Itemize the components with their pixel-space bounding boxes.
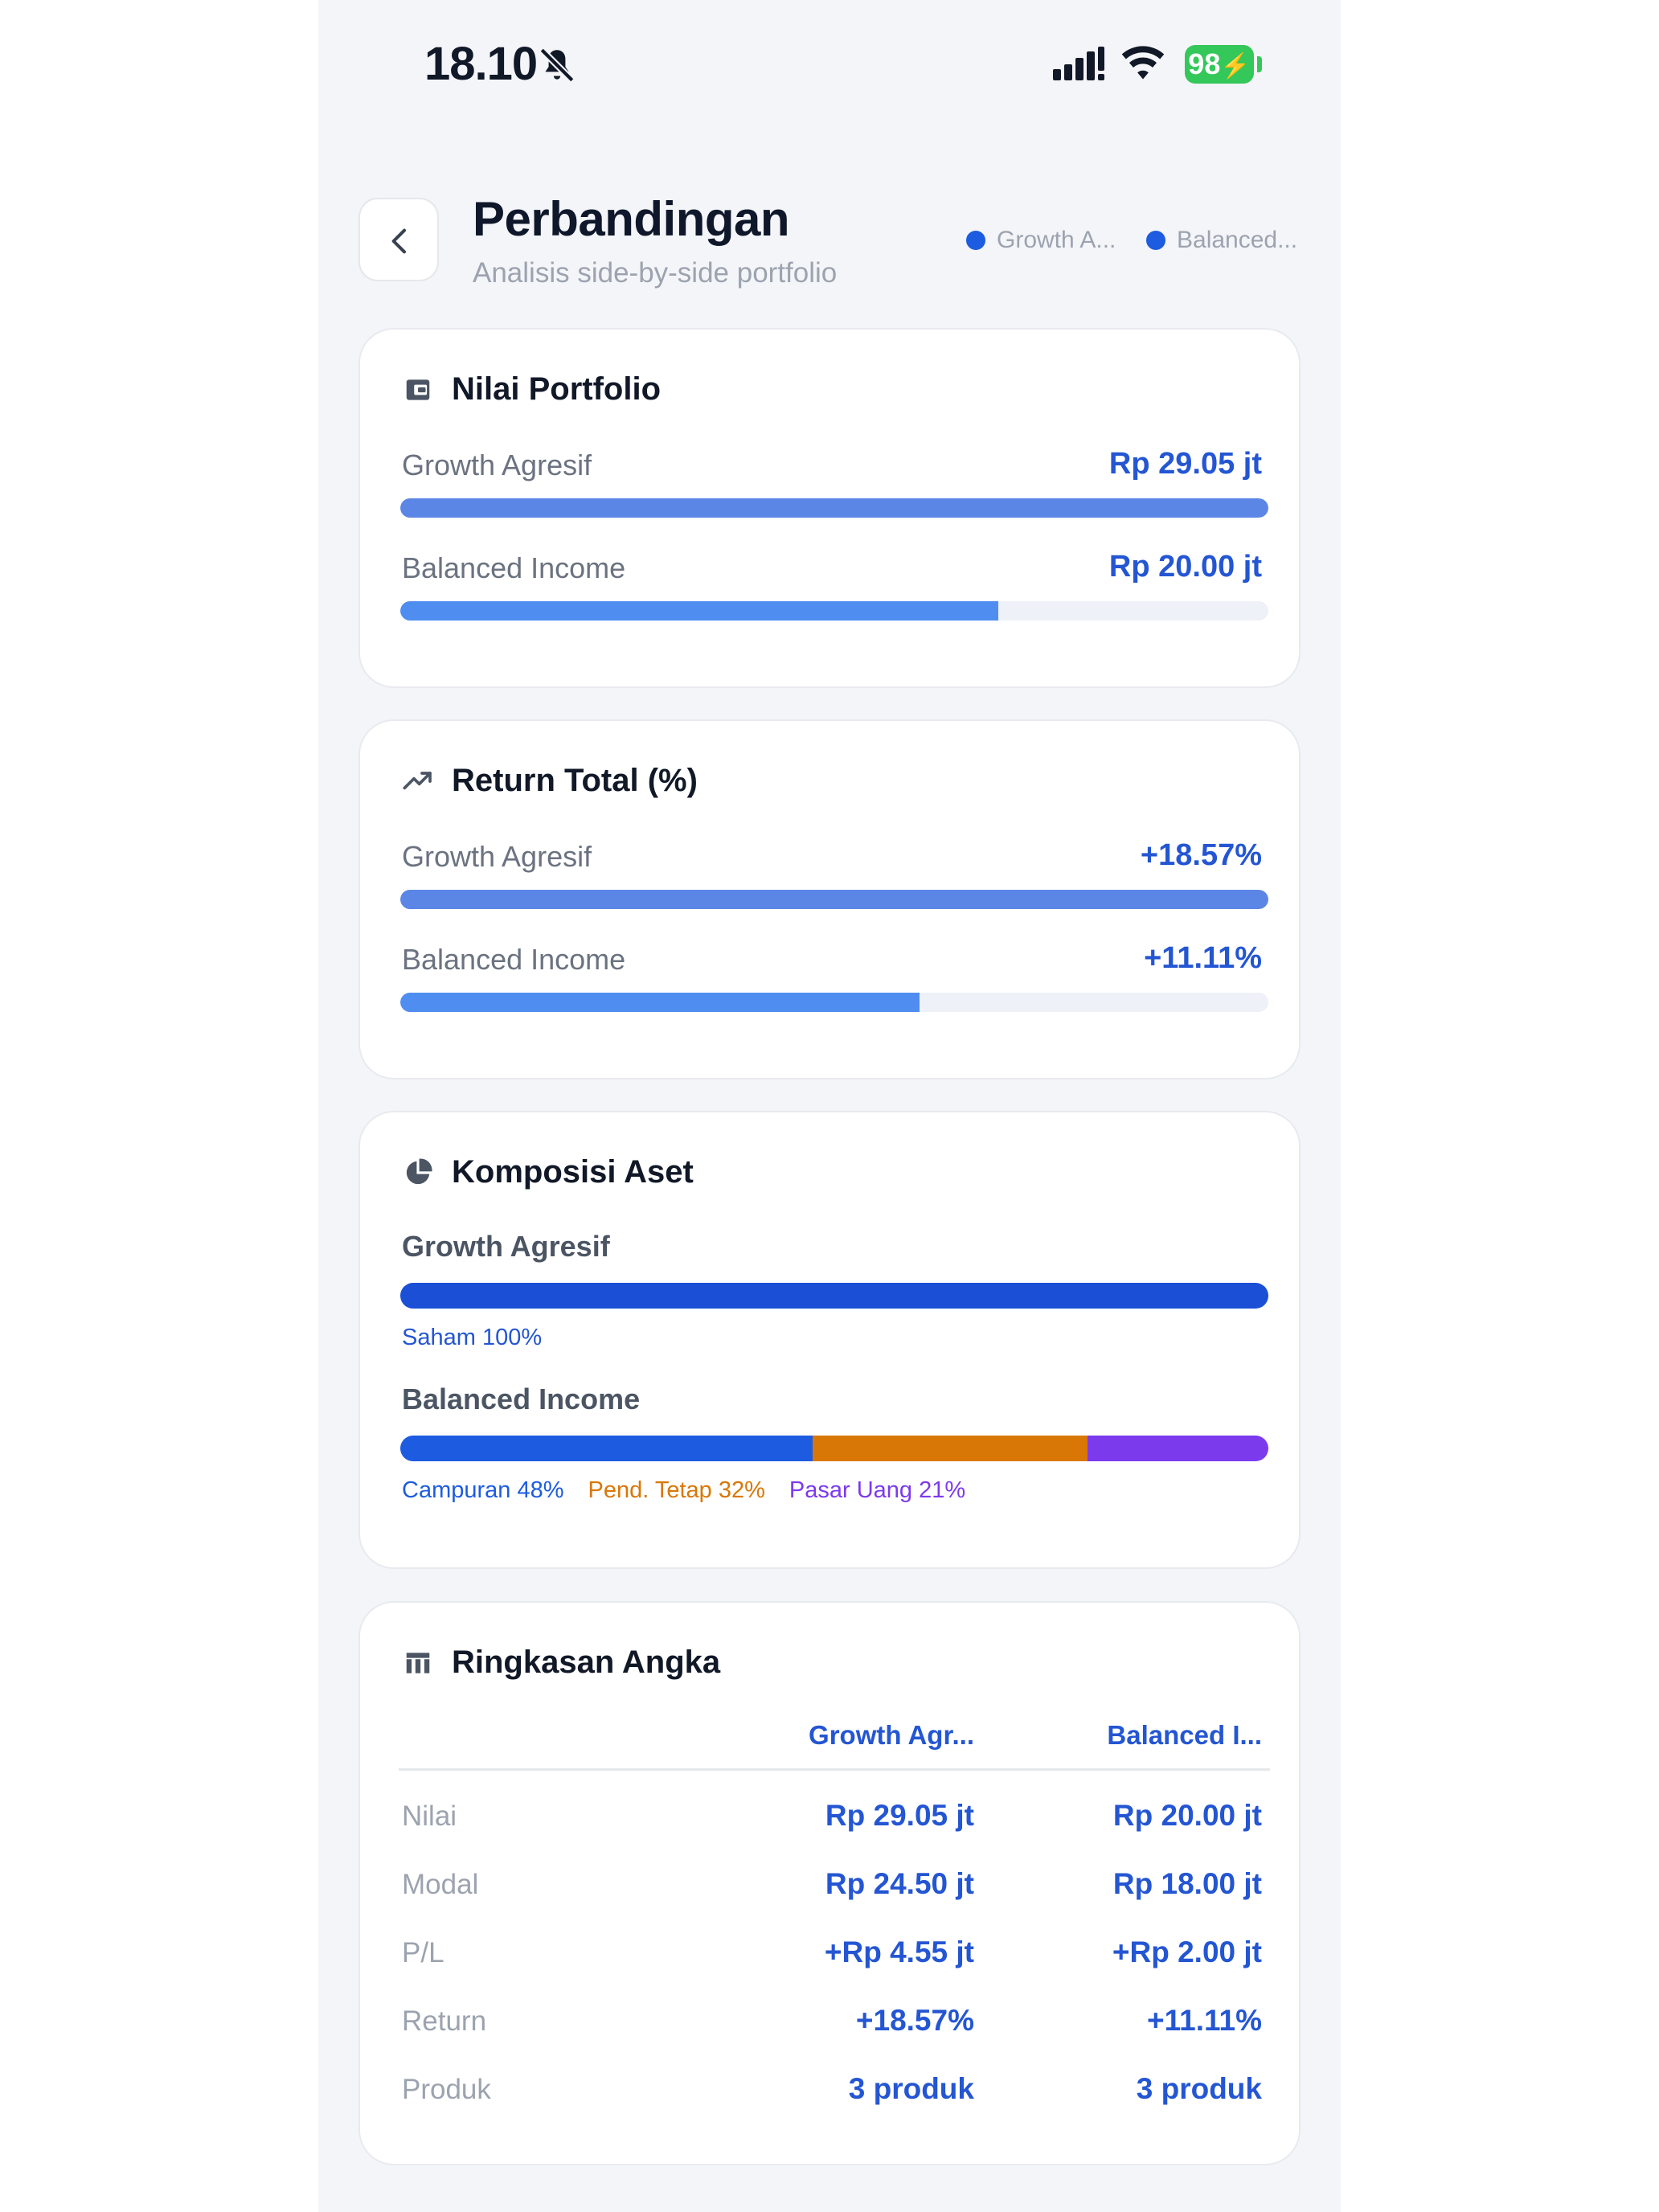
row-label: Balanced Income [402, 943, 626, 976]
page-title: Perbandingan [473, 192, 790, 246]
row-label: Growth Agresif [402, 840, 592, 873]
cellular-signal-icon [1053, 47, 1104, 80]
card-title: Return Total (%) [452, 763, 698, 798]
segment-label: Saham 100% [402, 1325, 543, 1350]
composition-bar-growth [400, 1283, 1268, 1309]
segment-pasar-uang [1088, 1436, 1268, 1461]
composition-bar-balanced [400, 1436, 1268, 1461]
legend-dot [1146, 231, 1165, 250]
back-button[interactable] [358, 198, 439, 281]
row-value: +11.11% [1144, 941, 1262, 975]
row-value: Rp 20.00 jt [1108, 550, 1262, 584]
table-divider [399, 1768, 1270, 1771]
segment-saham [400, 1283, 1268, 1309]
legend-label: Balanced... [1177, 227, 1298, 253]
card-title: Nilai Portfolio [452, 371, 661, 407]
pie-chart-icon [406, 1157, 432, 1184]
table-cell: 3 produk [848, 2072, 974, 2105]
column-header: Growth Agr... [809, 1720, 974, 1750]
trending-up-icon [403, 771, 432, 789]
table-icon [406, 1652, 430, 1673]
battery-cap [1257, 56, 1262, 72]
charging-bolt-icon: ⚡ [1220, 53, 1251, 80]
status-time: 18.10 [424, 38, 538, 90]
segment-campuran [400, 1436, 813, 1461]
progress-track [400, 890, 1268, 909]
progress-fill [400, 993, 920, 1012]
segment-label: Pasar Uang 21% [789, 1477, 966, 1503]
table-row-label: P/L [402, 1937, 444, 1968]
card-title: Ringkasan Angka [452, 1645, 721, 1680]
bell-muted-icon [539, 47, 575, 83]
table-row-label: Produk [402, 2074, 491, 2105]
segment-pend-tetap [813, 1436, 1088, 1461]
progress-track [400, 601, 1268, 621]
battery-level: 98 [1188, 47, 1221, 80]
composition-legend: Campuran 48% Pend. Tetap 32% Pasar Uang … [402, 1477, 989, 1504]
komposisi-aset-card: Komposisi Aset Growth Agresif Saham 100%… [358, 1111, 1301, 1569]
row-label: Growth Agresif [402, 449, 592, 481]
table-cell: Rp 20.00 jt [1112, 1799, 1262, 1832]
phone-screen: 18.10 98⚡ Perbandingan A [318, 0, 1341, 2212]
battery-indicator: 98⚡ [1185, 45, 1254, 84]
card-title: Komposisi Aset [452, 1154, 694, 1190]
table-cell: +11.11% [1146, 2004, 1262, 2037]
table-cell: +Rp 2.00 jt [1112, 1936, 1262, 1968]
nilai-portfolio-card: Nilai Portfolio Growth Agresif Rp 29.05 … [358, 328, 1301, 688]
composition-portfolio-name: Balanced Income [402, 1382, 641, 1415]
table-row-label: Nilai [402, 1800, 457, 1832]
column-header: Balanced I... [1107, 1720, 1262, 1750]
progress-track [400, 498, 1268, 518]
table-cell: +18.57% [855, 2004, 974, 2037]
table-cell: Rp 29.05 jt [825, 1799, 974, 1832]
wallet-icon [406, 379, 430, 400]
composition-portfolio-name: Growth Agresif [402, 1230, 610, 1263]
row-label: Balanced Income [402, 551, 626, 584]
table-cell: 3 produk [1136, 2072, 1262, 2105]
progress-track [400, 993, 1268, 1012]
table-cell: +Rp 4.55 jt [824, 1936, 974, 1968]
table-cell: Rp 18.00 jt [1112, 1867, 1262, 1900]
progress-fill [400, 890, 1268, 909]
legend-label: Growth A... [997, 227, 1116, 253]
wifi-icon [1121, 46, 1165, 80]
legend-dot [966, 231, 985, 250]
return-total-card: Return Total (%) Growth Agresif +18.57% … [358, 719, 1301, 1079]
status-bar: 18.10 98⚡ [318, 0, 1341, 129]
legend-item-growth: Growth A... [966, 227, 1116, 254]
progress-fill [400, 601, 999, 621]
segment-label: Pend. Tetap 32% [588, 1477, 765, 1503]
ringkasan-angka-card: Ringkasan Angka Growth Agr... Balanced I… [358, 1601, 1301, 2165]
chevron-left-icon [391, 228, 406, 254]
row-value: Rp 29.05 jt [1108, 447, 1262, 481]
segment-label: Campuran 48% [402, 1477, 564, 1503]
page-subtitle: Analisis side-by-side portfolio [473, 257, 838, 289]
table-row-label: Return [402, 2005, 487, 2037]
table-row-label: Modal [402, 1869, 479, 1900]
legend-item-balanced: Balanced... [1146, 227, 1297, 254]
row-value: +18.57% [1140, 838, 1262, 872]
progress-fill [400, 498, 1268, 518]
table-cell: Rp 24.50 jt [825, 1867, 974, 1900]
composition-legend: Saham 100% [402, 1325, 566, 1351]
